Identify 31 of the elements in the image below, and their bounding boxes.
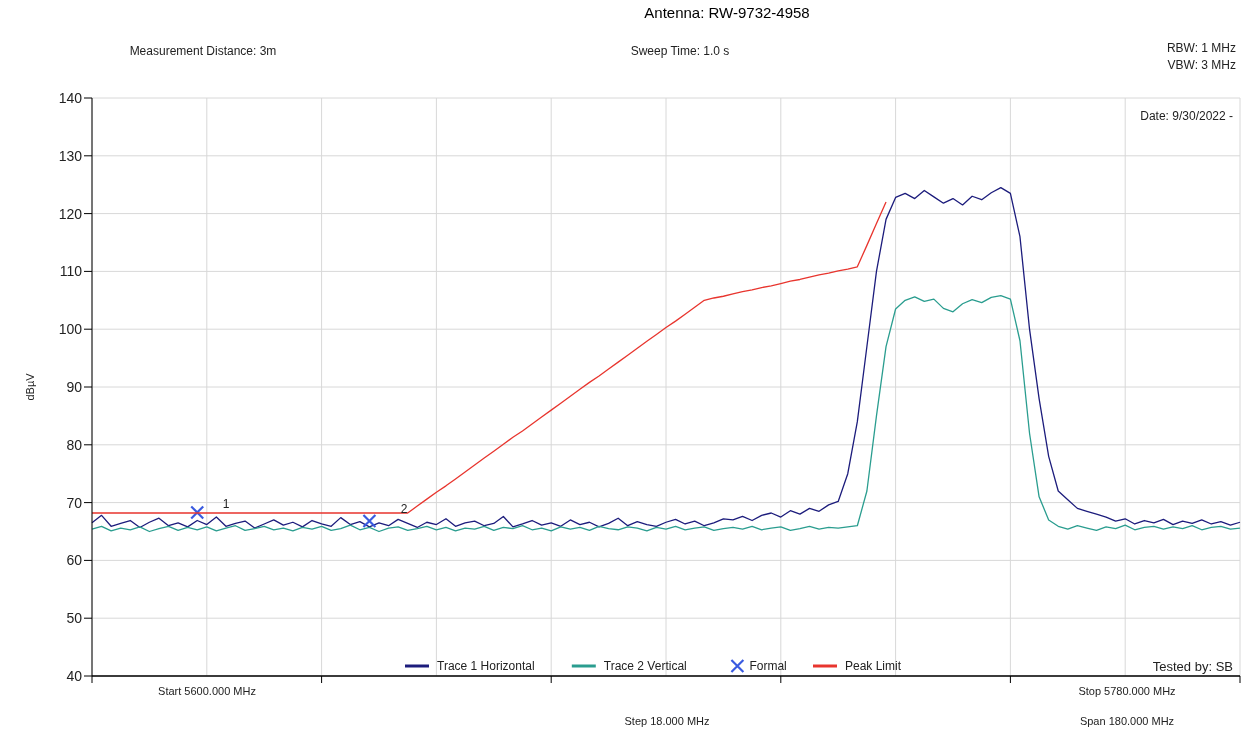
y-tick-label: 130 bbox=[58, 147, 83, 164]
y-tick-label: 70 bbox=[66, 494, 83, 511]
text: Span 180.000 MHz bbox=[1079, 715, 1175, 727]
y-tick-label: 50 bbox=[66, 610, 83, 627]
chart-title: Antenna: RW-9732-4958 bbox=[644, 4, 810, 21]
y-axis-title: dBµV bbox=[24, 372, 36, 401]
text: Stop 5780.000 MHz bbox=[1078, 685, 1176, 697]
line-series bbox=[91, 186, 1241, 529]
text: Sweep Time: 1.0 s bbox=[630, 44, 730, 58]
legend-label: Formal bbox=[749, 659, 787, 673]
y-tick-label: 140 bbox=[58, 90, 83, 106]
line-series bbox=[91, 295, 1241, 533]
y-tick-label: 90 bbox=[66, 379, 83, 395]
text: Measurement Distance: 3m bbox=[129, 44, 277, 58]
y-tick-label: 60 bbox=[66, 552, 83, 569]
legend-label: Peak Limit bbox=[845, 659, 902, 673]
text: VBW: 3 MHz bbox=[1167, 58, 1236, 72]
annotation: Tested by: SB bbox=[1152, 659, 1233, 674]
y-tick-label: 120 bbox=[58, 205, 83, 222]
y-tick-label: 40 bbox=[66, 668, 83, 684]
annotation: Date: 9/30/2022 - bbox=[1140, 109, 1233, 123]
legend-label: Trace 1 Horizontal bbox=[437, 659, 535, 673]
text: Start 5600.000 MHz bbox=[158, 685, 256, 697]
line-series bbox=[91, 201, 887, 514]
text: RBW: 1 MHz bbox=[1166, 41, 1236, 55]
y-tick-label: 80 bbox=[66, 436, 83, 453]
y-tick-label: 100 bbox=[58, 321, 83, 338]
annotation: 1 bbox=[222, 497, 230, 511]
legend-label: Trace 2 Vertical bbox=[603, 659, 687, 673]
y-tick-label: 110 bbox=[59, 263, 83, 280]
text: Step 18.000 MHz bbox=[624, 715, 710, 727]
